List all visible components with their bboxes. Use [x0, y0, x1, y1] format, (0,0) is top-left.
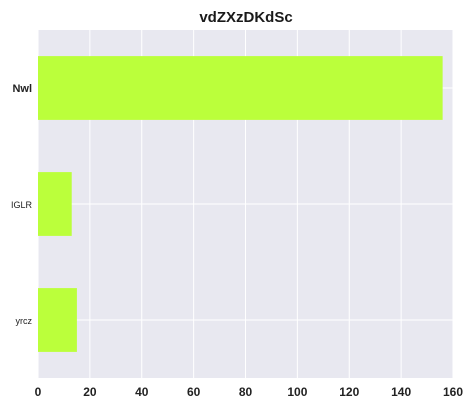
bar-iglr	[38, 172, 72, 236]
y-tick-label: Nwl	[12, 83, 32, 95]
x-tick-label: 120	[339, 385, 359, 399]
x-tick-label: 140	[391, 385, 411, 399]
x-tick-label: 40	[135, 385, 149, 399]
bar-nwl	[38, 56, 443, 120]
bars	[38, 56, 443, 352]
x-tick-label: 100	[287, 385, 307, 399]
y-tick-label: IGLR	[11, 200, 33, 210]
bar-yrcz	[38, 288, 77, 352]
x-tick-label: 20	[83, 385, 97, 399]
x-tick-label: 60	[187, 385, 201, 399]
x-tick-label: 0	[35, 385, 42, 399]
y-tick-label: yrcz	[16, 316, 33, 326]
y-axis-ticks: Nwl IGLR yrcz	[11, 83, 33, 326]
x-axis-ticks: 0 20 40 60 80 100 120 140 160	[35, 385, 464, 399]
chart-title: vdZXzDKdSc	[199, 9, 292, 26]
x-tick-label: 80	[239, 385, 253, 399]
x-tick-label: 160	[443, 385, 463, 399]
